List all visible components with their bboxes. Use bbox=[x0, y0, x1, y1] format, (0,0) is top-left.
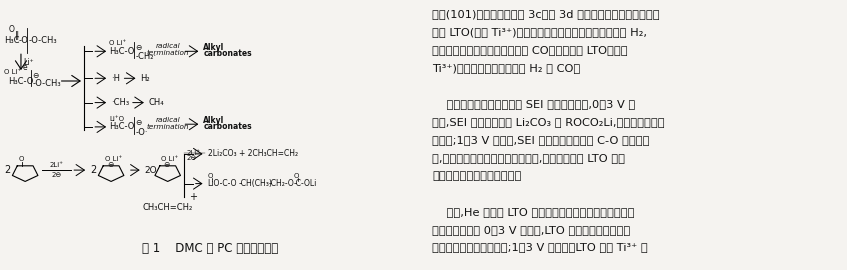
Text: 2Li₂CO₃ + 2CH₃CH=CH₂: 2Li₂CO₃ + 2CH₃CH=CH₂ bbox=[208, 149, 297, 158]
Text: 因此,He 等认为 LTO 电池的产气机理在不同的电压范围: 因此,He 等认为 LTO 电池的产气机理在不同的电压范围 bbox=[432, 207, 634, 217]
Text: O Li⁺: O Li⁺ bbox=[109, 40, 126, 46]
Text: radical: radical bbox=[155, 43, 180, 49]
Text: +: + bbox=[189, 192, 197, 202]
Text: 脱氢的中间产物还可以脱羰产生 CO，满电状态 LTO（含有: 脱氢的中间产物还可以脱羰产生 CO，满电状态 LTO（含有 bbox=[432, 45, 628, 55]
Text: ·H: ·H bbox=[111, 74, 120, 83]
Text: -CH₂·: -CH₂· bbox=[136, 52, 157, 61]
Text: H₃C-O: H₃C-O bbox=[109, 122, 135, 131]
Text: 内是不同的，在 0～3 V 循环时,LTO 表现出对电解液的还: 内是不同的，在 0～3 V 循环时,LTO 表现出对电解液的还 bbox=[432, 225, 630, 235]
Text: -O-CH₃: -O-CH₃ bbox=[29, 36, 57, 45]
Text: ⊖: ⊖ bbox=[136, 118, 141, 127]
Text: -CH(CH₃): -CH(CH₃) bbox=[239, 179, 273, 188]
Text: carbonates: carbonates bbox=[203, 122, 252, 131]
Text: 形成的;1～3 V 循环时,SEI 膜的主要成分是含 C-O 基团的物: 形成的;1～3 V 循环时,SEI 膜的主要成分是含 C-O 基团的物 bbox=[432, 135, 650, 145]
Text: O Li⁺: O Li⁺ bbox=[4, 69, 21, 75]
Text: Li⁺: Li⁺ bbox=[23, 58, 34, 67]
Text: Li⁺O: Li⁺O bbox=[109, 116, 124, 122]
Text: e: e bbox=[23, 63, 28, 72]
Text: ⊖: ⊖ bbox=[136, 43, 141, 52]
Text: radical: radical bbox=[155, 117, 180, 123]
Text: 作者还对不同电压范围的 SEI 膜进行了研究,0～3 V 循: 作者还对不同电压范围的 SEI 膜进行了研究,0～3 V 循 bbox=[432, 99, 635, 109]
Text: O Li⁺: O Li⁺ bbox=[105, 156, 122, 162]
Text: 状态 LTO(含有 Ti³⁺)促使有机溶剂中的烷基基团脱氢产生 H₂,: 状态 LTO(含有 Ti³⁺)促使有机溶剂中的烷基基团脱氢产生 H₂, bbox=[432, 27, 647, 37]
Text: 2⊖: 2⊖ bbox=[186, 155, 197, 161]
Text: O: O bbox=[8, 25, 14, 34]
Text: Ti³⁺)发生电化学反应产生了 H₂ 和 CO。: Ti³⁺)发生电化学反应产生了 H₂ 和 CO。 bbox=[432, 63, 580, 73]
Text: 2O: 2O bbox=[145, 166, 158, 175]
Text: 种,这些物种不是电解液还原产生的,而是满电状态 LTO 和电: 种,这些物种不是电解液还原产生的,而是满电状态 LTO 和电 bbox=[432, 153, 625, 163]
Text: -O·: -O· bbox=[136, 128, 148, 137]
Text: Alkyl: Alkyl bbox=[203, 116, 224, 125]
Text: ·CH₃: ·CH₃ bbox=[111, 98, 130, 107]
Text: 2⊖: 2⊖ bbox=[52, 172, 62, 178]
Text: 图 1    DMC 和 PC 的分解示意图: 图 1 DMC 和 PC 的分解示意图 bbox=[141, 242, 278, 255]
Text: -CH₂-O: -CH₂-O bbox=[268, 179, 294, 188]
Text: O Li⁺: O Li⁺ bbox=[162, 156, 179, 162]
Text: 2Li⁺: 2Li⁺ bbox=[50, 162, 64, 168]
Text: -C-OLi: -C-OLi bbox=[293, 179, 317, 188]
Text: ⊖: ⊖ bbox=[107, 160, 113, 169]
Text: O: O bbox=[208, 173, 213, 178]
Text: ‖: ‖ bbox=[14, 31, 19, 40]
Text: O: O bbox=[19, 156, 25, 162]
Text: -O: -O bbox=[19, 36, 29, 45]
Text: O: O bbox=[293, 173, 299, 178]
Text: 2: 2 bbox=[4, 165, 10, 175]
Text: H₃C-O: H₃C-O bbox=[109, 47, 135, 56]
Text: H₂: H₂ bbox=[141, 74, 150, 83]
Text: CH₃CH=CH₂: CH₃CH=CH₂ bbox=[142, 203, 193, 212]
Text: H₃C-O: H₃C-O bbox=[8, 76, 34, 86]
Text: 化钛(101)晶面的形成。图 3c、图 3d 的脱羰基、脱氢反应为满电: 化钛(101)晶面的形成。图 3c、图 3d 的脱羰基、脱氢反应为满电 bbox=[432, 9, 660, 19]
Text: 原分解是产气的主要原因;1～3 V 循环时，LTO 中的 Ti³⁺ 或: 原分解是产气的主要原因;1～3 V 循环时，LTO 中的 Ti³⁺ 或 bbox=[432, 242, 648, 252]
Text: -O-CH₃: -O-CH₃ bbox=[33, 79, 61, 88]
Text: Alkyl: Alkyl bbox=[203, 43, 224, 52]
Text: termination: termination bbox=[147, 124, 189, 130]
Text: 2Li⁺: 2Li⁺ bbox=[186, 150, 201, 156]
Text: carbonates: carbonates bbox=[203, 49, 252, 59]
Text: CH₄: CH₄ bbox=[149, 98, 164, 107]
Text: H₃C: H₃C bbox=[4, 36, 19, 45]
Text: 解液的界面脱羰反应产生的。: 解液的界面脱羰反应产生的。 bbox=[432, 171, 521, 181]
Text: LiO-C-O: LiO-C-O bbox=[208, 179, 237, 188]
Text: 环时,SEI 膜主要成分是 Li₂CO₃ 和 ROCO₂Li,是由电解液还原: 环时,SEI 膜主要成分是 Li₂CO₃ 和 ROCO₂Li,是由电解液还原 bbox=[432, 117, 665, 127]
Text: 2: 2 bbox=[90, 165, 97, 175]
Text: termination: termination bbox=[147, 50, 189, 56]
Text: ⊖: ⊖ bbox=[163, 160, 170, 169]
Text: ⊖: ⊖ bbox=[33, 71, 39, 80]
